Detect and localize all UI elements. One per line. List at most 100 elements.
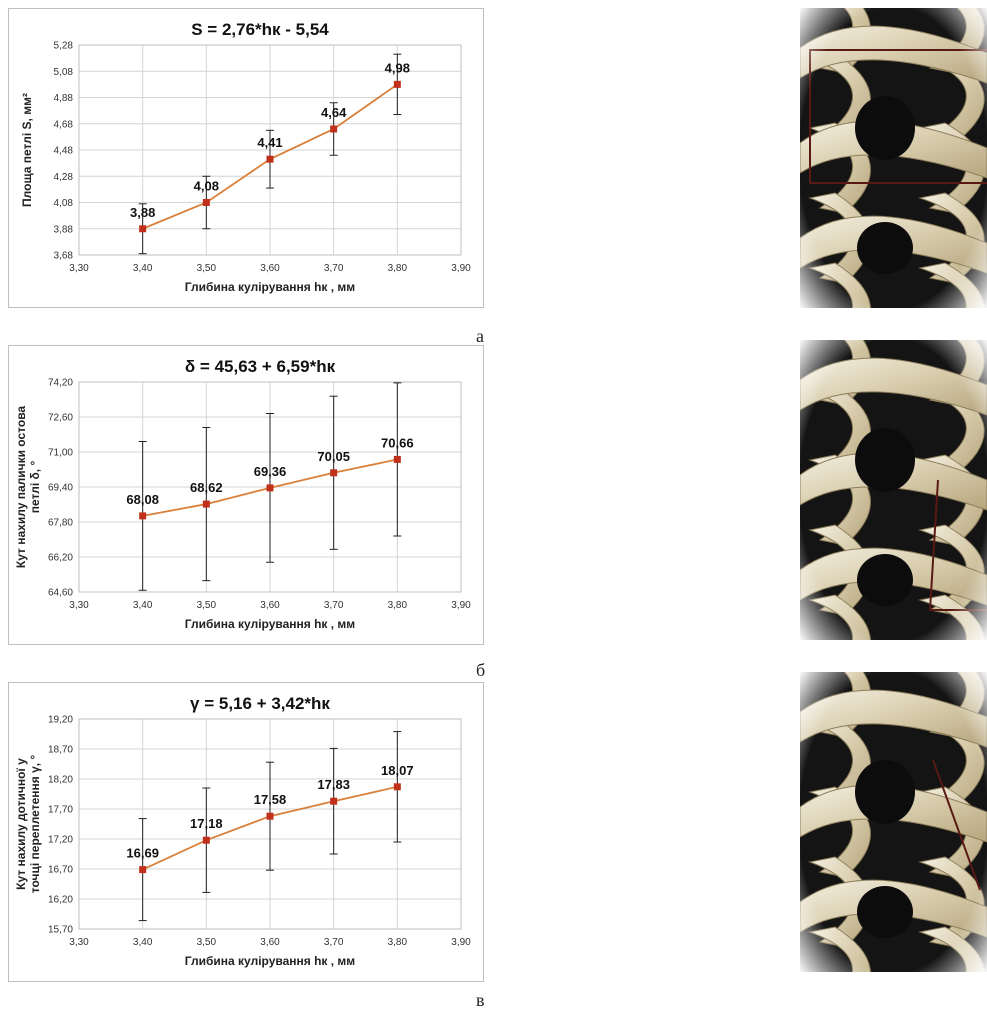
y-axis-label: Кут нахилу дотичної уточці переплетення …: [14, 755, 42, 894]
y-tick-label: 15,70: [48, 925, 73, 936]
x-tick-label: 3,40: [133, 937, 153, 948]
y-axis-label-line: точці переплетення γ, °: [28, 755, 42, 894]
chart-title: δ = 45,63 + 6,59*hк: [185, 357, 336, 376]
x-axis-label: Глибина кулірування hк , мм: [185, 954, 356, 968]
data-label: 70,66: [381, 435, 414, 450]
y-tick-label: 72,60: [48, 413, 73, 424]
y-axis-label: Площа петлі S, мм²: [20, 93, 34, 207]
x-tick-label: 3,50: [197, 263, 217, 274]
data-point: [139, 512, 147, 520]
data-point: [202, 199, 210, 206]
data-point: [202, 500, 210, 508]
chart-title: S = 2,76*hк - 5,54: [191, 20, 329, 39]
y-tick-label: 5,28: [54, 41, 74, 52]
data-label: 17,83: [317, 777, 350, 792]
data-point: [393, 783, 401, 791]
y-axis-label-line: Кут нахилу палички остова: [14, 406, 28, 569]
vignette: [800, 672, 987, 972]
data-point: [330, 797, 338, 805]
data-label: 17,18: [190, 816, 223, 831]
x-tick-label: 3,60: [260, 600, 280, 611]
x-tick-label: 3,30: [69, 937, 89, 948]
data-point: [266, 155, 274, 163]
data-point: [330, 469, 338, 477]
loop-photo-b: [800, 340, 987, 640]
x-tick-label: 3,80: [388, 263, 408, 274]
x-axis-label: Глибина кулірування hк , мм: [185, 617, 356, 631]
chart-panel-b: δ = 45,63 + 6,59*hк 64,60 66,20 67,80 69,40 7…: [8, 345, 484, 645]
y-axis-label-line: петлі δ, °: [28, 461, 42, 514]
data-label: 17,58: [254, 792, 287, 807]
y-tick-label: 4,28: [54, 172, 74, 183]
plot-frame: [78, 718, 462, 930]
y-tick-label: 4,08: [54, 198, 74, 209]
y-tick-label: 3,68: [54, 251, 74, 262]
x-tick-label: 3,70: [324, 263, 344, 274]
data-label: 4,08: [194, 179, 219, 194]
data-label: 18,07: [381, 763, 414, 778]
vignette: [800, 340, 987, 640]
data-label: 68,62: [190, 480, 223, 495]
loop-photo-a: [800, 8, 987, 308]
y-tick-label: 71,00: [48, 448, 73, 459]
x-tick-label: 3,70: [324, 600, 344, 611]
x-tick-label: 3,30: [69, 600, 89, 611]
y-tick-label: 4,48: [54, 146, 74, 157]
x-tick-label: 3,90: [451, 937, 471, 948]
data-point: [139, 225, 147, 233]
plot-frame: [78, 44, 462, 256]
vignette: [800, 8, 987, 308]
chart-title: γ = 5,16 + 3,42*hк: [190, 694, 330, 713]
y-tick-label: 5,08: [54, 67, 74, 78]
data-label: 68,08: [126, 492, 159, 507]
y-tick-label: 19,20: [48, 715, 73, 726]
x-tick-label: 3,50: [197, 937, 217, 948]
data-label: 4,98: [385, 60, 410, 75]
panel-letter-c: в: [476, 990, 485, 1010]
data-point: [330, 125, 338, 133]
chart-panel-c: γ = 5,16 + 3,42*hк 15,70 16,20 16,70 17,20 17…: [8, 682, 484, 982]
data-point: [393, 455, 401, 463]
plot-frame: [78, 381, 462, 593]
x-tick-label: 3,50: [197, 600, 217, 611]
x-tick-label: 3,70: [324, 937, 344, 948]
y-tick-label: 66,20: [48, 553, 73, 564]
data-point: [266, 812, 274, 820]
knitted-loop-photo-icon: [800, 340, 987, 640]
chart-area-a: S = 2,76*hк - 5,54 3,68 3,88 4,08 4,28 4,48 4,…: [20, 20, 471, 294]
data-label: 4,41: [257, 135, 282, 150]
panel-letter-b: б: [476, 660, 486, 680]
y-tick-label: 74,20: [48, 378, 73, 389]
panel-letter-a: а: [476, 326, 484, 346]
data-point: [266, 484, 274, 492]
x-tick-label: 3,40: [133, 600, 153, 611]
chart-area-c: γ = 5,16 + 3,42*hк 15,70 16,20 16,70 17,20 17…: [14, 694, 471, 968]
data-label: 69,36: [254, 464, 287, 479]
x-tick-label: 3,80: [388, 937, 408, 948]
y-tick-label: 17,70: [48, 805, 73, 816]
loop-photo-c: [800, 672, 987, 972]
x-tick-label: 3,90: [451, 263, 471, 274]
knitted-loop-photo-icon: [800, 8, 987, 308]
data-label: 70,05: [317, 449, 350, 464]
x-tick-label: 3,30: [69, 263, 89, 274]
y-tick-label: 4,88: [54, 93, 74, 104]
x-axis-label: Глибина кулірування hк , мм: [185, 280, 356, 294]
data-label: 4,64: [321, 105, 347, 120]
x-tick-label: 3,80: [388, 600, 408, 611]
x-tick-label: 3,90: [451, 600, 471, 611]
data-label: 16,69: [126, 846, 159, 861]
y-tick-label: 64,60: [48, 588, 73, 599]
y-tick-label: 69,40: [48, 483, 73, 494]
y-tick-label: 67,80: [48, 518, 73, 529]
y-axis-label-line: Кут нахилу дотичної у: [14, 758, 28, 890]
y-tick-label: 16,20: [48, 895, 73, 906]
y-tick-label: 18,70: [48, 745, 73, 756]
y-tick-label: 3,88: [54, 224, 74, 235]
x-tick-label: 3,40: [133, 263, 153, 274]
y-tick-label: 4,68: [54, 119, 74, 130]
y-tick-label: 18,20: [48, 775, 73, 786]
data-label: 3,88: [130, 205, 155, 220]
data-point: [139, 866, 147, 874]
data-point: [202, 836, 210, 844]
